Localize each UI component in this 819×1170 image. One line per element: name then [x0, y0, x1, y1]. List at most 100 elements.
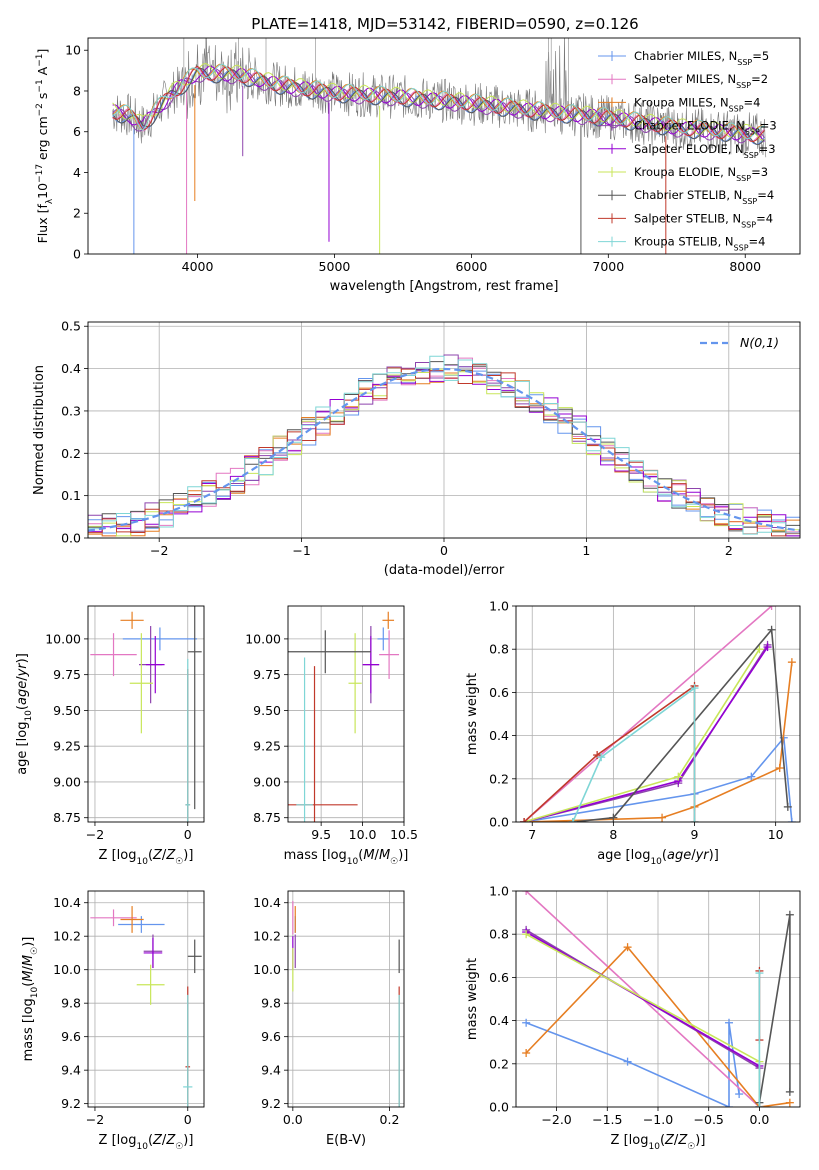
y-tick-label: 9.25 [53, 739, 81, 754]
y-tick-label: 0.0 [489, 815, 509, 830]
legend-label: Chabrier MILES, NSSP=5 [634, 49, 769, 67]
mass-weight-line [525, 931, 761, 1107]
y-tick-label: 0.3 [61, 403, 81, 418]
legend-label: Chabrier STELIB, NSSP=4 [634, 188, 774, 206]
y-tick-label: 10.00 [245, 631, 281, 646]
y-axis-label: mass [log10(M/M☉)] [21, 937, 40, 1062]
y-tick-label: 10 [65, 43, 81, 58]
chart-panel-2: −2 −1 0 1 2 0.0 0.1 0.2 0.3 0.4 0.5 (data-model)/er… [32, 319, 801, 578]
x-tick-label: 10.5 [390, 827, 418, 842]
figure-title: PLATE=1418, MJD=53142, FIBERID=0590, z=0… [251, 15, 638, 33]
y-tick-label: 0.6 [489, 685, 509, 700]
y-tick-label: 4 [73, 165, 81, 180]
legend-label: Salpeter ELODIE, NSSP=3 [634, 142, 776, 160]
axes-frame [515, 605, 801, 823]
y-axis-label: mass weight [465, 958, 480, 1040]
x-tick-label: −2 [86, 827, 104, 842]
y-tick-label: 0.4 [61, 361, 81, 376]
y-axis-label: age [log10(age/yr)] [15, 653, 34, 775]
mass-weight-line [572, 627, 789, 822]
y-tick-label: 0.8 [489, 642, 509, 657]
x-tick-label: 8 [609, 827, 617, 842]
model-line [112, 67, 765, 145]
x-axis-label: (data-model)/error [384, 563, 505, 578]
mass-weight-line [523, 606, 773, 822]
mass-weight-line [525, 929, 761, 1107]
y-tick-label: 9.6 [61, 1029, 81, 1044]
x-tick-label: −0.5 [694, 1112, 724, 1127]
y-tick-label: 6 [73, 124, 81, 139]
y-axis-label: Flux [fλ10−17 erg cm−2 s−1 A−1] [35, 49, 55, 244]
y-tick-label: 8 [73, 83, 81, 98]
x-axis-label: wavelength [Angstrom, rest frame] [330, 279, 559, 294]
x-tick-label: −1 [292, 543, 310, 558]
x-tick-label: 0 [184, 1112, 192, 1127]
x-tick-label: 4000 [182, 259, 214, 274]
axes-frame [287, 605, 405, 823]
y-tick-label: 0.4 [489, 1013, 509, 1028]
x-tick-label: 0 [440, 543, 448, 558]
y-tick-label: 0 [73, 247, 81, 262]
y-tick-label: 9.6 [261, 1029, 281, 1044]
axes-frame [87, 890, 205, 1108]
x-tick-label: −2.0 [541, 1112, 571, 1127]
y-tick-label: 0.5 [61, 319, 81, 334]
axes-frame [515, 890, 801, 1108]
x-axis-label: Z [log10(Z/Z☉)] [611, 1133, 706, 1152]
x-tick-label: 0.2 [380, 1112, 400, 1127]
x-axis-label: Z [log10(Z/Z☉)] [99, 1133, 194, 1152]
x-tick-label: 10.0 [349, 827, 377, 842]
plot-area [88, 354, 800, 538]
x-axis-label: E(B-V) [326, 1133, 366, 1148]
y-tick-label: 1.0 [489, 599, 509, 614]
x-axis-label: mass [log10(M/M☉)] [284, 848, 409, 867]
y-tick-label: 0.6 [489, 970, 509, 985]
residual-histogram [88, 355, 800, 538]
y-tick-label: 9.50 [53, 703, 81, 718]
y-tick-label: 1.0 [489, 884, 509, 899]
plot-area [112, 38, 767, 254]
y-tick-label: 9.50 [253, 703, 281, 718]
y-tick-label: 9.4 [61, 1063, 81, 1078]
chart-panel-5: 7 8 9 10 0.0 0.2 0.4 0.6 0.8 1.0 age [log10(age/yr… [465, 599, 801, 867]
axes-frame [87, 37, 801, 255]
y-tick-label: 10.2 [53, 929, 81, 944]
plot-area [90, 606, 202, 822]
x-tick-label: 0.0 [283, 1112, 303, 1127]
y-tick-label: 2 [73, 206, 81, 221]
axes-frame [87, 605, 205, 823]
x-tick-label: 8000 [729, 259, 761, 274]
x-tick-label: 7 [528, 827, 536, 842]
y-tick-label: 9.8 [261, 996, 281, 1011]
y-tick-label: 9.75 [253, 667, 281, 682]
mass-weight-line [525, 945, 791, 1107]
y-axis-label: Normed distribution [32, 365, 47, 495]
chart-panel-3: −2 0 8.75 9.00 9.25 9.50 9.75 10.00 Z [log10(Z/Z… [15, 605, 205, 867]
y-tick-label: 10.00 [45, 631, 81, 646]
chart-panel-1: 4000 5000 6000 7000 8000 0 2 4 6 8 10 wavelength [A… [35, 37, 801, 294]
x-tick-label: 5000 [319, 259, 351, 274]
y-tick-label: 9.00 [253, 774, 281, 789]
y-tick-label: 0.4 [489, 728, 509, 743]
y-tick-label: 8.75 [53, 810, 81, 825]
x-axis-label: age [log10(age/yr)] [597, 848, 719, 867]
y-tick-label: 10.0 [253, 962, 281, 977]
y-tick-label: 8.75 [253, 810, 281, 825]
mass-weight-line [524, 662, 793, 822]
legend-label: Salpeter MILES, NSSP=2 [634, 72, 768, 90]
mass-weight-line [523, 646, 769, 822]
y-tick-label: 0.0 [61, 531, 81, 546]
y-tick-label: 9.00 [53, 774, 81, 789]
axes-frame [87, 321, 801, 539]
chart-panel-7: 0.0 0.2 9.2 9.4 9.6 9.8 10.0 10.2 10.4 E(B-V) [253, 890, 405, 1148]
x-tick-label: −2 [150, 543, 168, 558]
spectrum-data [112, 38, 767, 158]
model-line [112, 63, 765, 140]
y-tick-label: 9.25 [253, 739, 281, 754]
y-tick-label: 10.4 [253, 895, 281, 910]
x-tick-label: 9.5 [311, 827, 331, 842]
x-tick-label: 0.0 [749, 1112, 769, 1127]
y-tick-label: 0.2 [489, 1056, 509, 1071]
y-tick-label: 0.2 [489, 771, 509, 786]
